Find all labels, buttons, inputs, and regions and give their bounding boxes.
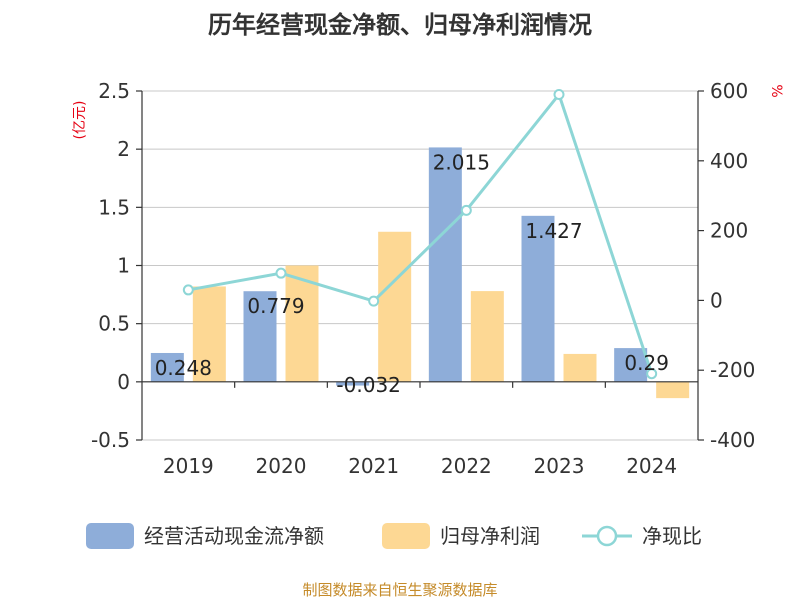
- data-label: 0.29: [624, 351, 669, 375]
- legend-label-cash-flow: 经营活动现金流净额: [144, 524, 324, 548]
- bar-net-profit: [378, 231, 412, 382]
- legend-label-net-profit: 归母净利润: [440, 524, 540, 548]
- x-tick-label: 2024: [626, 454, 677, 478]
- legend-swatch-net-profit: [382, 523, 430, 549]
- bars: [150, 147, 690, 399]
- data-labels: 0.248 0.779 -0.032 2.015 1.427 0.29: [155, 150, 669, 396]
- ratio-point: [368, 295, 380, 307]
- data-label: -0.032: [336, 373, 400, 397]
- bar-operating-cash-flow: [428, 147, 462, 382]
- y-left-tick-label: -0.5: [91, 428, 130, 452]
- source-note: 制图数据来自恒生聚源数据库: [302, 581, 497, 599]
- ratio-line-path: [188, 92, 654, 375]
- bar-net-profit: [656, 381, 690, 399]
- y-left-tick-label: 1.5: [98, 195, 130, 219]
- axes: [136, 90, 704, 441]
- ratio-point: [460, 204, 472, 216]
- x-tick-label: 2020: [256, 454, 307, 478]
- data-label: 2.015: [433, 150, 490, 174]
- data-label: 1.427: [525, 219, 582, 243]
- y-left-unit: (亿元): [72, 101, 88, 140]
- legend-label-ratio: 净现比: [642, 524, 702, 548]
- y-left-tick-label: 0: [117, 370, 130, 394]
- tick-labels: -0.5 0 0.5 1 1.5 2 2.5 -400 -200 0 200 400 600 2019 20…: [91, 79, 755, 478]
- bar-net-profit: [563, 353, 597, 382]
- bar-net-profit: [192, 286, 226, 382]
- legend-swatch-cash-flow: [86, 523, 134, 549]
- y-right-tick-label: 0: [710, 288, 723, 312]
- y-left-tick-label: 2.5: [98, 79, 130, 103]
- x-tick-label: 2023: [534, 454, 585, 478]
- x-tick-label: 2022: [441, 454, 492, 478]
- bar-operating-cash-flow: [150, 352, 184, 382]
- x-tick-label: 2019: [163, 454, 214, 478]
- y-left-tick-label: 1: [117, 254, 130, 278]
- ratio-line: [182, 88, 658, 380]
- y-right-tick-label: 200: [710, 219, 748, 243]
- y-right-tick-label: -200: [710, 358, 755, 382]
- bar-operating-cash-flow: [614, 348, 648, 382]
- x-tick-label: 2021: [348, 454, 399, 478]
- data-label: 0.248: [155, 356, 212, 380]
- legend: 经营活动现金流净额 归母净利润 净现比: [86, 523, 702, 549]
- data-label: 0.779: [247, 294, 304, 318]
- bar-operating-cash-flow: [521, 215, 555, 382]
- y-right-tick-label: 400: [710, 149, 748, 173]
- bar-net-profit: [470, 291, 504, 382]
- ratio-point: [553, 88, 565, 100]
- y-right-tick-label: -400: [710, 428, 755, 452]
- bar-operating-cash-flow: [243, 291, 277, 382]
- legend-marker-ratio: [596, 525, 618, 547]
- y-right-tick-label: 600: [710, 79, 748, 103]
- ratio-point: [182, 284, 194, 296]
- bar-net-profit: [285, 265, 319, 382]
- y-right-unit: %: [768, 84, 784, 97]
- y-left-tick-label: 2: [117, 137, 130, 161]
- bar-operating-cash-flow: [336, 381, 370, 386]
- ratio-point: [275, 267, 287, 279]
- ratio-point: [646, 368, 658, 380]
- chart-title: 历年经营现金净额、归母净利润情况: [208, 11, 592, 39]
- y-left-tick-label: 0.5: [98, 312, 130, 336]
